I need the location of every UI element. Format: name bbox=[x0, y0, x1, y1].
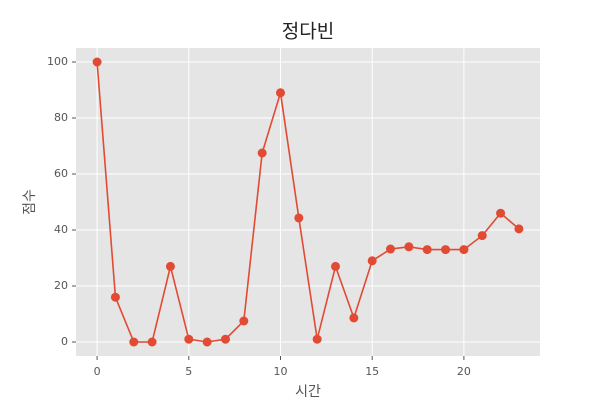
marker bbox=[129, 337, 139, 347]
marker bbox=[275, 88, 285, 98]
marker bbox=[514, 224, 524, 234]
marker bbox=[202, 337, 212, 347]
x-tick-label: 15 bbox=[365, 365, 379, 378]
marker bbox=[312, 334, 322, 344]
marker bbox=[257, 148, 267, 158]
y-tick-label: 20 bbox=[54, 279, 68, 292]
marker bbox=[331, 261, 341, 271]
y-axis-label: 점수 bbox=[22, 189, 38, 215]
marker bbox=[441, 245, 451, 255]
y-tick-label: 0 bbox=[61, 335, 68, 348]
marker bbox=[422, 245, 432, 255]
marker bbox=[110, 292, 120, 302]
marker bbox=[496, 208, 506, 218]
marker bbox=[477, 231, 487, 241]
marker bbox=[386, 244, 396, 254]
y-tick-label: 100 bbox=[47, 55, 68, 68]
x-tick-label: 10 bbox=[273, 365, 287, 378]
marker bbox=[404, 242, 414, 252]
x-tick-label: 20 bbox=[457, 365, 471, 378]
chart-title: 정다빈 bbox=[282, 21, 334, 43]
x-tick-label: 0 bbox=[94, 365, 101, 378]
marker bbox=[459, 245, 469, 255]
marker bbox=[349, 313, 359, 323]
marker bbox=[147, 337, 157, 347]
y-tick-label: 80 bbox=[54, 111, 68, 124]
y-tick-label: 60 bbox=[54, 167, 68, 180]
x-tick-label: 5 bbox=[185, 365, 192, 378]
marker bbox=[184, 334, 194, 344]
marker bbox=[220, 334, 230, 344]
plot-area bbox=[76, 48, 540, 356]
marker bbox=[239, 316, 249, 326]
marker bbox=[294, 213, 304, 223]
marker bbox=[367, 256, 377, 266]
marker bbox=[92, 57, 102, 67]
marker bbox=[165, 261, 175, 271]
x-axis-label: 시간 bbox=[295, 384, 321, 400]
y-tick-label: 40 bbox=[54, 223, 68, 236]
